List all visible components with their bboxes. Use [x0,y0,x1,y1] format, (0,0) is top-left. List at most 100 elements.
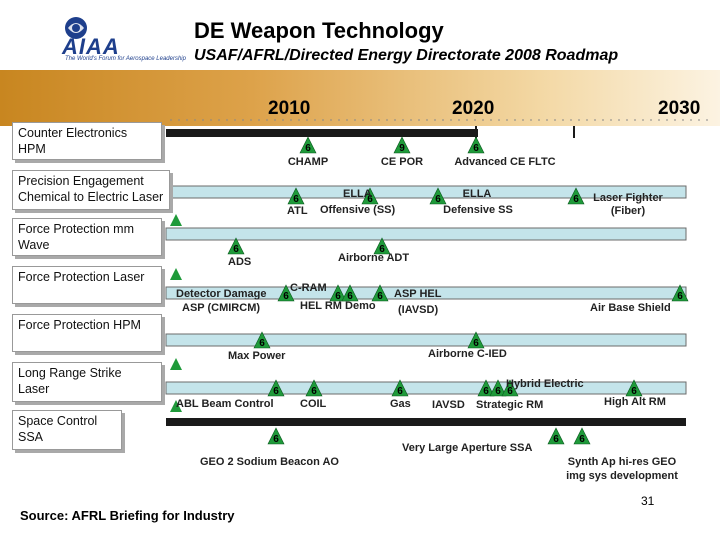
milestone-fpl-1 [329,284,347,302]
milestone-ssa-2-label: 6 [579,434,585,445]
milestone-pe-2-label: 6 [435,194,441,205]
ann-ella-2: ELLA [462,188,492,200]
milestone-pe-2 [429,187,447,205]
aiaa-logo [65,17,87,39]
milestone-ce-1 [393,136,411,154]
milestone-pe-1 [361,187,379,205]
source-note: Source: AFRL Briefing for Industry [20,508,235,523]
milestone-fph-0 [253,331,271,349]
milestone-lrs-0 [267,379,285,397]
milestone-fpl-4 [671,284,689,302]
milestone-fpm-0 [227,237,245,255]
milestone-lrs-1-label: 6 [311,386,317,397]
milestone-ssa-0 [267,427,285,445]
ann-hel-rm-demo: HEL RM Demo [300,300,376,312]
ann-hybrid-electric: Hybrid Electric [506,378,584,390]
milestone-pe-3 [567,187,585,205]
ann-offensive-ss: Offensive (SS) [320,204,396,216]
milestone-fph-1-label: 6 [473,338,479,349]
ann-champ: CHAMP [287,156,329,168]
milestone-lrs-0-label: 6 [273,386,279,397]
milestone-ce-0-label: 6 [305,143,311,154]
row-label-space-control: Space Control SSA [12,410,122,450]
milestone-fpm-1-label: 6 [379,244,385,255]
milestone-fpm-left [170,268,182,280]
milestone-lrs-5-label: 6 [507,386,513,397]
ann-ads: ADS [228,256,252,268]
milestone-lrs-2 [391,379,409,397]
row-label-fp-hpm: Force Protection HPM [12,314,162,352]
milestone-ssa-0-label: 6 [273,434,279,445]
ann-asp-cmircm: ASP (CMIRCM) [182,302,261,314]
ann-c-ram: C-RAM [290,282,327,294]
header-band [0,70,720,126]
milestone-lrs-3-label: 6 [483,386,489,397]
milestone-ssa-2 [573,427,591,445]
milestone-fph-0-label: 6 [259,338,265,349]
page-subtitle: USAF/AFRL/Directed Energy Directorate 20… [194,47,619,64]
logo-wordmark: AIAA [62,34,120,59]
milestone-ce-2 [467,136,485,154]
row-label-long-range-strike: Long Range Strike Laser [12,362,162,402]
ann-airborne-adt: Airborne ADT [338,252,410,264]
ann-air-base-shield: Air Base Shield [590,302,671,314]
page-number: 31 [641,494,655,508]
milestone-pe-0-label: 6 [293,194,299,205]
ann-ce-por: CE POR [380,156,424,168]
row-label-counter-electronics: Counter Electronics HPM [12,122,162,160]
ann-gas: Gas [390,398,411,410]
lane-fpl [165,286,687,300]
ann-high-alt-rm: High Alt RM [604,396,666,408]
milestone-ssa-1-label: 6 [553,434,559,445]
milestone-pe-left [170,214,182,226]
row-label-precision-engagement: Precision Engagement Chemical to Electri… [12,170,170,210]
milestone-lrs-left [170,400,182,412]
ann-iavsd-2: IAVSD [432,399,465,411]
milestone-lrs-4 [489,379,507,397]
ann-asp-hel: ASP HEL [394,288,442,300]
ann-ella-1: ELLA [343,188,372,200]
year-2020: 2020 [452,98,495,119]
ann-coil: COIL [300,398,327,410]
milestone-fpl-1-label: 6 [335,291,341,302]
ann-detector-damage: Detector Damage [176,288,267,300]
page-title: DE Weapon Technology [194,18,444,43]
milestone-ce-1-label: 9 [399,143,405,154]
year-2010: 2010 [268,98,311,119]
ann-very-large-aperture: Very Large Aperture SSA [402,442,533,454]
row-label-fp-laser: Force Protection Laser [12,266,162,304]
ann-synth-ap: Synth Ap hi-res GEO [567,456,677,468]
milestone-fpl-3-label: 6 [377,291,383,302]
ann-strategic-rm: Strategic RM [476,399,544,411]
ann-geo2-sodium: GEO 2 Sodium Beacon AO [200,456,339,468]
track-ce [166,129,478,137]
milestone-lrs-2-label: 6 [397,386,403,397]
milestone-fpl-2 [341,284,359,302]
milestone-ce-0 [299,136,317,154]
milestone-fpl-3 [371,284,389,302]
row-label-fp-mm-wave: Force Protection mm Wave [12,218,162,256]
milestone-pe-3-label: 6 [573,194,579,205]
milestone-fpl-4-label: 6 [677,291,683,302]
ann-max-power: Max Power [228,350,286,362]
lane-fph [165,333,687,347]
milestone-fph-left [170,358,182,370]
milestone-fph-1 [467,331,485,349]
track-ssa [166,418,686,426]
milestone-ssa-1 [547,427,565,445]
milestone-lrs-4-label: 6 [495,386,501,397]
ann-laser-fighter: Laser Fighter [593,192,663,204]
milestone-fpm-0-label: 6 [233,244,239,255]
ann-atl: ATL [287,205,308,217]
year-2030: 2030 [658,98,701,119]
ann-airborne-c-ied: Airborne C-IED [428,348,507,360]
milestone-fpl-0 [277,284,295,302]
milestone-lrs-6 [625,379,643,397]
milestone-pe-1-label: 6 [367,194,373,205]
ann-img-sys-dev: img sys development [566,470,678,482]
milestone-lrs-5 [501,379,519,397]
milestone-lrs-6-label: 6 [631,386,637,397]
milestone-fpl-0-label: 6 [283,291,289,302]
ann-fiber: (Fiber) [610,205,646,217]
ann-iavsd-1: (IAVSD) [398,304,439,316]
